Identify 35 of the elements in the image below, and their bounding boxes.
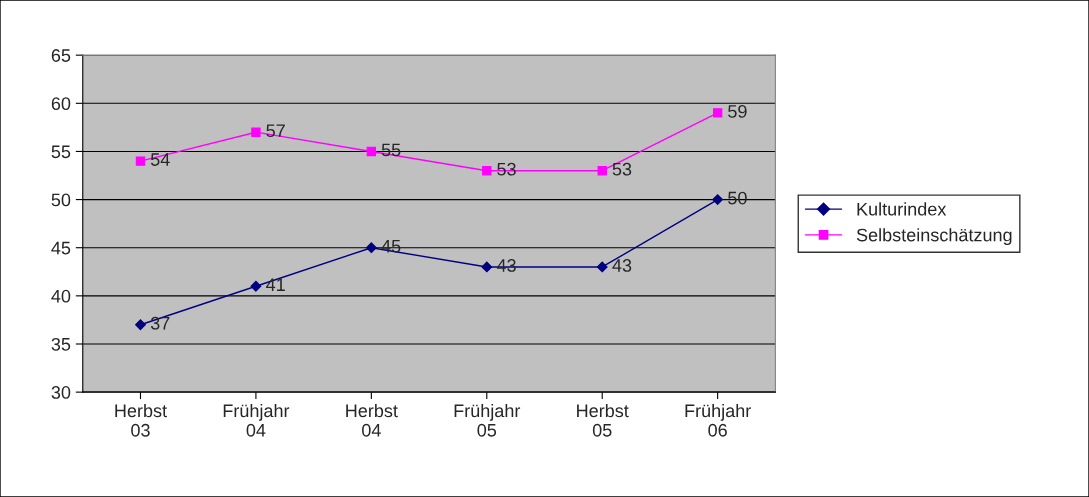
- data-label: 57: [266, 124, 285, 138]
- point: [712, 108, 723, 118]
- y-tick-label: 60: [51, 97, 71, 111]
- x-tick-label: Frühjahr 06: [685, 403, 751, 437]
- point: [712, 194, 724, 206]
- x-tick-label: Herbst 03: [115, 403, 167, 437]
- point: [597, 166, 607, 176]
- y-tick-label: 35: [51, 337, 71, 351]
- point: [135, 319, 146, 331]
- x-tick-label: Frühjahr 05: [454, 403, 521, 437]
- y-tick-label: 40: [51, 289, 71, 303]
- point: [365, 242, 377, 254]
- y-tick-label: 30: [51, 386, 71, 399]
- point: [250, 280, 262, 292]
- y-tick-label: 65: [51, 49, 71, 62]
- data-label: 53: [612, 162, 632, 176]
- point: [135, 156, 146, 166]
- data-label: 43: [612, 259, 632, 272]
- legend-label: Selbsteinschätzung: [856, 228, 1012, 245]
- x-tick-label: Herbst 05: [577, 403, 629, 437]
- point: [366, 146, 377, 157]
- x-tick-label: Frühjahr 04: [223, 403, 290, 437]
- y-tick-label: 45: [51, 241, 71, 255]
- y-tick-label: 55: [51, 145, 71, 159]
- data-label: 41: [266, 278, 285, 291]
- x-tick-label: Herbst 04: [346, 403, 398, 437]
- point: [481, 261, 493, 273]
- legend-label: Kulturindex: [857, 202, 947, 216]
- data-label: 59: [728, 104, 747, 118]
- data-label: 37: [150, 316, 170, 330]
- point: [482, 166, 492, 176]
- point: [251, 127, 261, 137]
- y-tick-label: 50: [51, 193, 71, 207]
- point: [596, 261, 608, 273]
- data-label: 54: [150, 153, 170, 166]
